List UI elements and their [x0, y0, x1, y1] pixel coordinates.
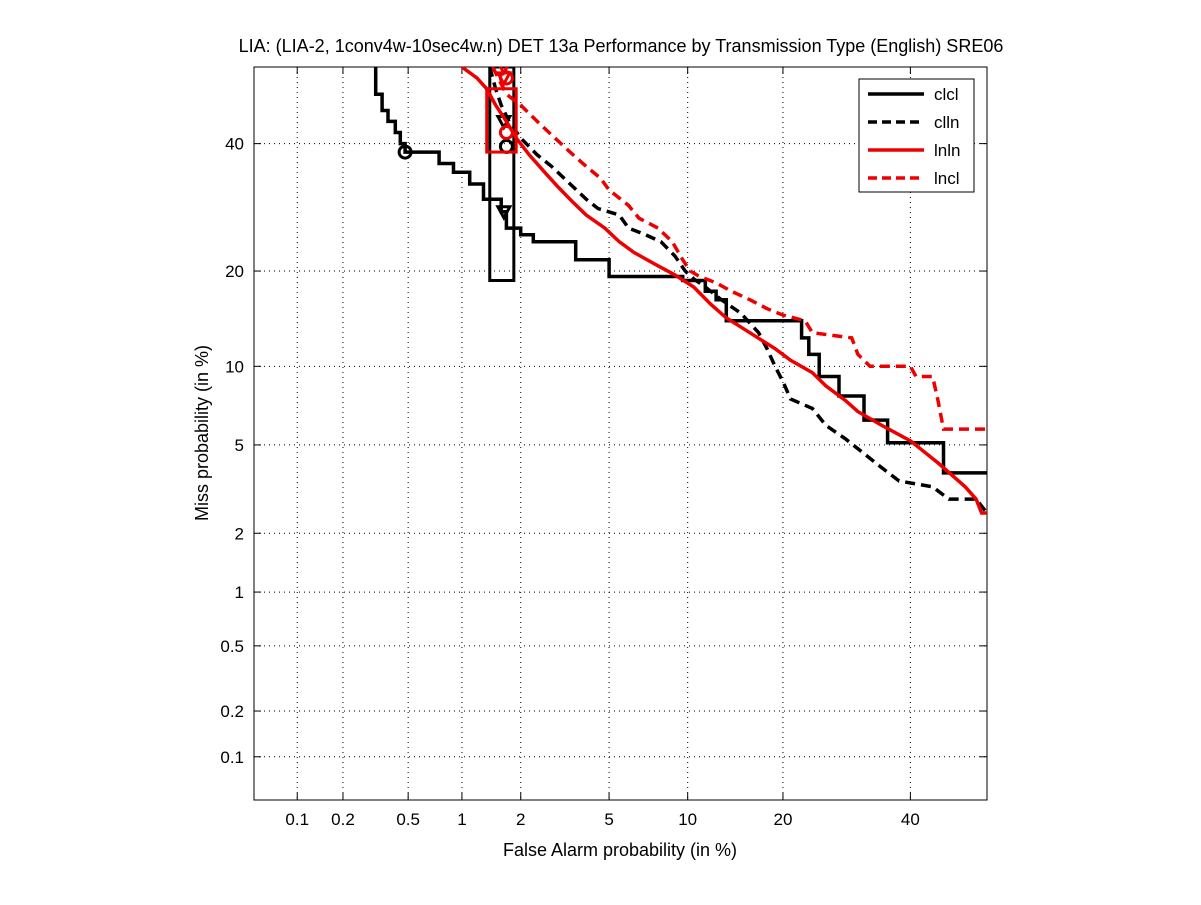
series-lnln	[460, 67, 987, 515]
x-tick-label: 0.5	[396, 810, 420, 829]
curve-lnln	[460, 67, 987, 515]
legend-box	[858, 78, 975, 193]
plot-frame	[253, 66, 988, 801]
y-tick-label: 1	[235, 583, 244, 602]
y-tick-label: 0.1	[220, 748, 244, 767]
y-tick-label: 2	[235, 524, 244, 543]
chart-title: LIA: (LIA-2, 1conv4w-10sec4w.n) DET 13a …	[239, 36, 1004, 56]
x-tick-label: 5	[604, 810, 613, 829]
chart-legend: clcl clln lnln lncl	[858, 78, 975, 193]
series-clcl	[373, 67, 987, 475]
mindcf-marker-lncl	[498, 70, 514, 86]
mindcf-marker-clcl	[397, 144, 413, 160]
x-tick-label: 10	[678, 810, 697, 829]
legend-label-clcl: clcl	[934, 85, 959, 104]
grid-lines	[254, 67, 987, 800]
legend-label-clln: clln	[934, 113, 960, 132]
legend-label-lncl: lncl	[934, 169, 960, 188]
curve-clcl	[373, 67, 987, 475]
confidence-box-clcl	[488, 67, 516, 283]
y-tick-label: 10	[225, 357, 244, 376]
x-tick-label: 0.1	[285, 810, 309, 829]
x-tick-label: 1	[457, 810, 466, 829]
x-tick-label: 40	[901, 810, 920, 829]
det-marker-clcl	[495, 205, 513, 221]
series-layer	[373, 67, 987, 515]
y-axis-label: Miss probability (in %)	[192, 345, 212, 521]
y-tick-label: 0.2	[220, 702, 244, 721]
legend-label-lnln: lnln	[934, 141, 960, 160]
x-tick-label: 2	[516, 810, 525, 829]
mindcf-marker-lnln	[498, 124, 514, 140]
y-axis-ticks: 0.1 0.2 0.5 1 2 5 10 20 40	[220, 135, 987, 767]
det-marker-lncl	[498, 67, 509, 77]
confidence-box-lnln	[485, 87, 518, 154]
y-tick-label: 5	[235, 436, 244, 455]
series-lncl	[491, 67, 987, 431]
x-tick-label: 0.2	[331, 810, 355, 829]
y-tick-label: 40	[225, 135, 244, 154]
curve-lncl	[491, 67, 987, 431]
x-tick-label: 20	[773, 810, 792, 829]
y-tick-label: 20	[225, 262, 244, 281]
x-axis-ticks: 0.1 0.2 0.5 1 2 5 10 20 40	[285, 67, 920, 829]
x-axis-label: False Alarm probability (in %)	[503, 840, 737, 860]
curve-clln	[488, 67, 987, 515]
y-tick-label: 0.5	[220, 637, 244, 656]
